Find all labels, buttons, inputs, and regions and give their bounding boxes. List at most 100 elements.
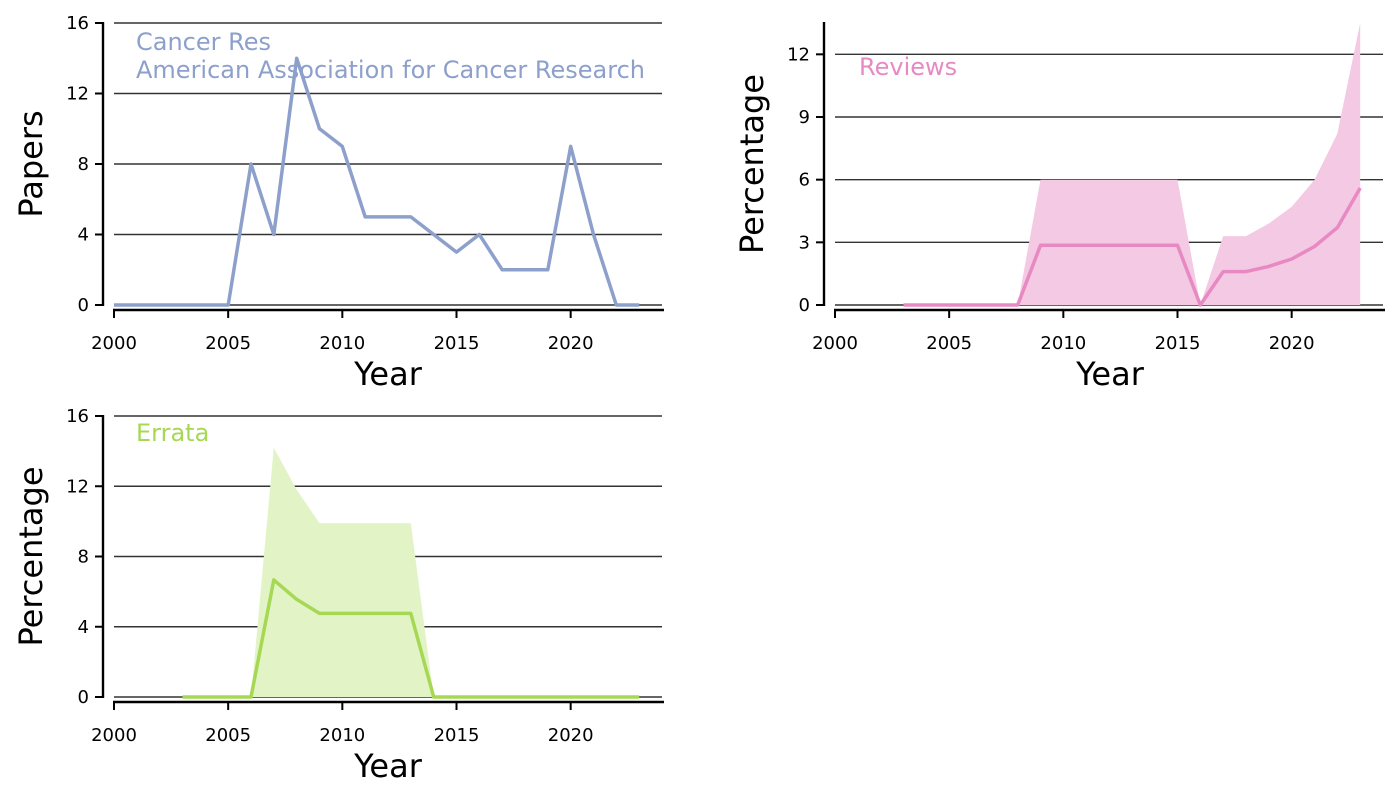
panel-1-data-point bbox=[318, 127, 322, 131]
panel-3-data-point bbox=[569, 695, 573, 699]
panel-3-ytick-label: 0 bbox=[78, 687, 89, 708]
panel-2-data-point bbox=[993, 303, 997, 307]
panel-1-xtick-label: 2010 bbox=[319, 333, 365, 354]
panel-1-data-point bbox=[523, 268, 527, 272]
panel-3-xtick-label: 2010 bbox=[319, 725, 365, 746]
panel-2-data-point bbox=[1039, 243, 1043, 247]
panel-3-data-point bbox=[409, 611, 413, 615]
panel-3-xtick-label: 2015 bbox=[434, 725, 480, 746]
panel-2-xtick-label: 2015 bbox=[1155, 333, 1201, 354]
panel-2-data-point bbox=[1176, 243, 1180, 247]
panel-3-data-point bbox=[363, 611, 367, 615]
panel-2-data-point bbox=[1061, 243, 1065, 247]
panel-1-data-point bbox=[181, 303, 185, 307]
panel-1-xtick-label: 2015 bbox=[434, 333, 480, 354]
panel-1-ytick-label: 12 bbox=[66, 84, 89, 105]
panel-2-xtick-label: 2005 bbox=[926, 333, 972, 354]
panel-1-xtick-label: 2005 bbox=[205, 333, 251, 354]
panel-1-xtick-label: 2020 bbox=[548, 333, 594, 354]
panel-2-data-point bbox=[1153, 243, 1157, 247]
panel-2-data-point bbox=[1016, 303, 1020, 307]
panel-2-y-axis-title: Percentage bbox=[733, 74, 771, 254]
panel-1-data-point bbox=[614, 303, 618, 307]
panel-2-data-point bbox=[1084, 243, 1088, 247]
panel-1-x-axis-title: Year bbox=[353, 355, 423, 393]
panel-3-data-point bbox=[500, 695, 504, 699]
panel-1-ytick-label: 4 bbox=[78, 225, 89, 246]
panel-1-data-point bbox=[592, 233, 596, 237]
panel-2-xtick-label: 2010 bbox=[1040, 333, 1086, 354]
panel-3-data-point bbox=[592, 695, 596, 699]
panel-3-data-point bbox=[203, 695, 207, 699]
panel-2-data-point bbox=[1335, 226, 1339, 230]
panel-3-data-point bbox=[386, 611, 390, 615]
panel-3-data-point bbox=[226, 695, 230, 699]
panel-3-series-line bbox=[182, 578, 640, 699]
panel-1-ytick-label: 16 bbox=[66, 13, 89, 34]
panel-3-xtick-label: 2000 bbox=[91, 725, 137, 746]
panel-1-data-point bbox=[386, 215, 390, 219]
panel-2-data-point bbox=[902, 303, 906, 307]
panel-2-data-point bbox=[1130, 243, 1134, 247]
panel-1-data-point bbox=[432, 233, 436, 237]
panel-1-data-point bbox=[226, 303, 230, 307]
panel-2-confidence-band bbox=[903, 23, 1361, 305]
panel-3-data-point bbox=[318, 611, 322, 615]
panel-1-data-point bbox=[363, 215, 367, 219]
panel-2-xtick-label: 2020 bbox=[1269, 333, 1315, 354]
panel-3-ytick-label: 12 bbox=[66, 476, 89, 497]
panel-2-data-point bbox=[970, 303, 974, 307]
panel-2-x-axis-title: Year bbox=[1075, 355, 1145, 393]
panel-3-data-point bbox=[477, 695, 481, 699]
panel-3-data-point bbox=[523, 695, 527, 699]
panel-3-data-point bbox=[455, 695, 459, 699]
panel-3-data-point bbox=[249, 695, 253, 699]
panel-2-data-point bbox=[924, 303, 928, 307]
panel-1-data-point bbox=[477, 233, 481, 237]
panel-1-data-point bbox=[546, 268, 550, 272]
panel-2-xtick-label: 2000 bbox=[812, 333, 858, 354]
panel-3-y-axis-title: Percentage bbox=[12, 466, 50, 646]
panel-2-data-point bbox=[1290, 257, 1294, 261]
panel-1-annotation: American Association for Cancer Research bbox=[136, 56, 645, 84]
panel-3-ytick-label: 16 bbox=[66, 406, 89, 427]
panel-1-data-point bbox=[203, 303, 207, 307]
panel-2-data-point bbox=[947, 303, 951, 307]
panel-3-data-point bbox=[546, 695, 550, 699]
panel-3-data-point bbox=[637, 695, 641, 699]
panel-2-data-point bbox=[1313, 245, 1317, 249]
panel-2-ytick-label: 0 bbox=[799, 295, 810, 316]
panel-1-ytick-label: 0 bbox=[78, 295, 89, 316]
panel-1-data-point bbox=[500, 268, 504, 272]
panel-3-annotation: Errata bbox=[136, 419, 209, 447]
panel-3-ytick-label: 4 bbox=[78, 617, 89, 638]
panel-2-data-point bbox=[1267, 264, 1271, 268]
panel-2-data-point bbox=[1244, 270, 1248, 274]
panel-1-annotation: Cancer Res bbox=[136, 28, 271, 56]
panel-3-x-axis-title: Year bbox=[353, 747, 423, 785]
panel-1-series-line bbox=[114, 56, 640, 307]
panel-1-data-point bbox=[409, 215, 413, 219]
panel-1-data-point bbox=[272, 233, 276, 237]
panel-1-data-point bbox=[455, 250, 459, 254]
panel-1-data-point bbox=[158, 303, 162, 307]
panel-3-xtick-label: 2020 bbox=[548, 725, 594, 746]
panel-1-y-axis-title: Papers bbox=[12, 110, 50, 217]
panel-1-data-point bbox=[135, 303, 139, 307]
panel-2-series-line bbox=[903, 187, 1362, 307]
panel-3-ytick-label: 8 bbox=[78, 547, 89, 568]
panel-1-data-point bbox=[112, 303, 116, 307]
panel-2-data-point bbox=[1358, 186, 1362, 190]
panel-1-data-point bbox=[340, 144, 344, 148]
panel-2-ytick-label: 3 bbox=[799, 232, 810, 253]
panel-2-data-point bbox=[1221, 270, 1225, 274]
panel-3-data-point bbox=[614, 695, 618, 699]
panel-2-ytick-label: 12 bbox=[787, 44, 810, 65]
panel-3-confidence-band bbox=[182, 447, 640, 697]
panel-2-data-point bbox=[1198, 303, 1202, 307]
panel-3-data-point bbox=[432, 695, 436, 699]
panel-3-data-point bbox=[295, 597, 299, 601]
panel-2-ytick-label: 6 bbox=[799, 170, 810, 191]
panel-3-xtick-label: 2005 bbox=[205, 725, 251, 746]
